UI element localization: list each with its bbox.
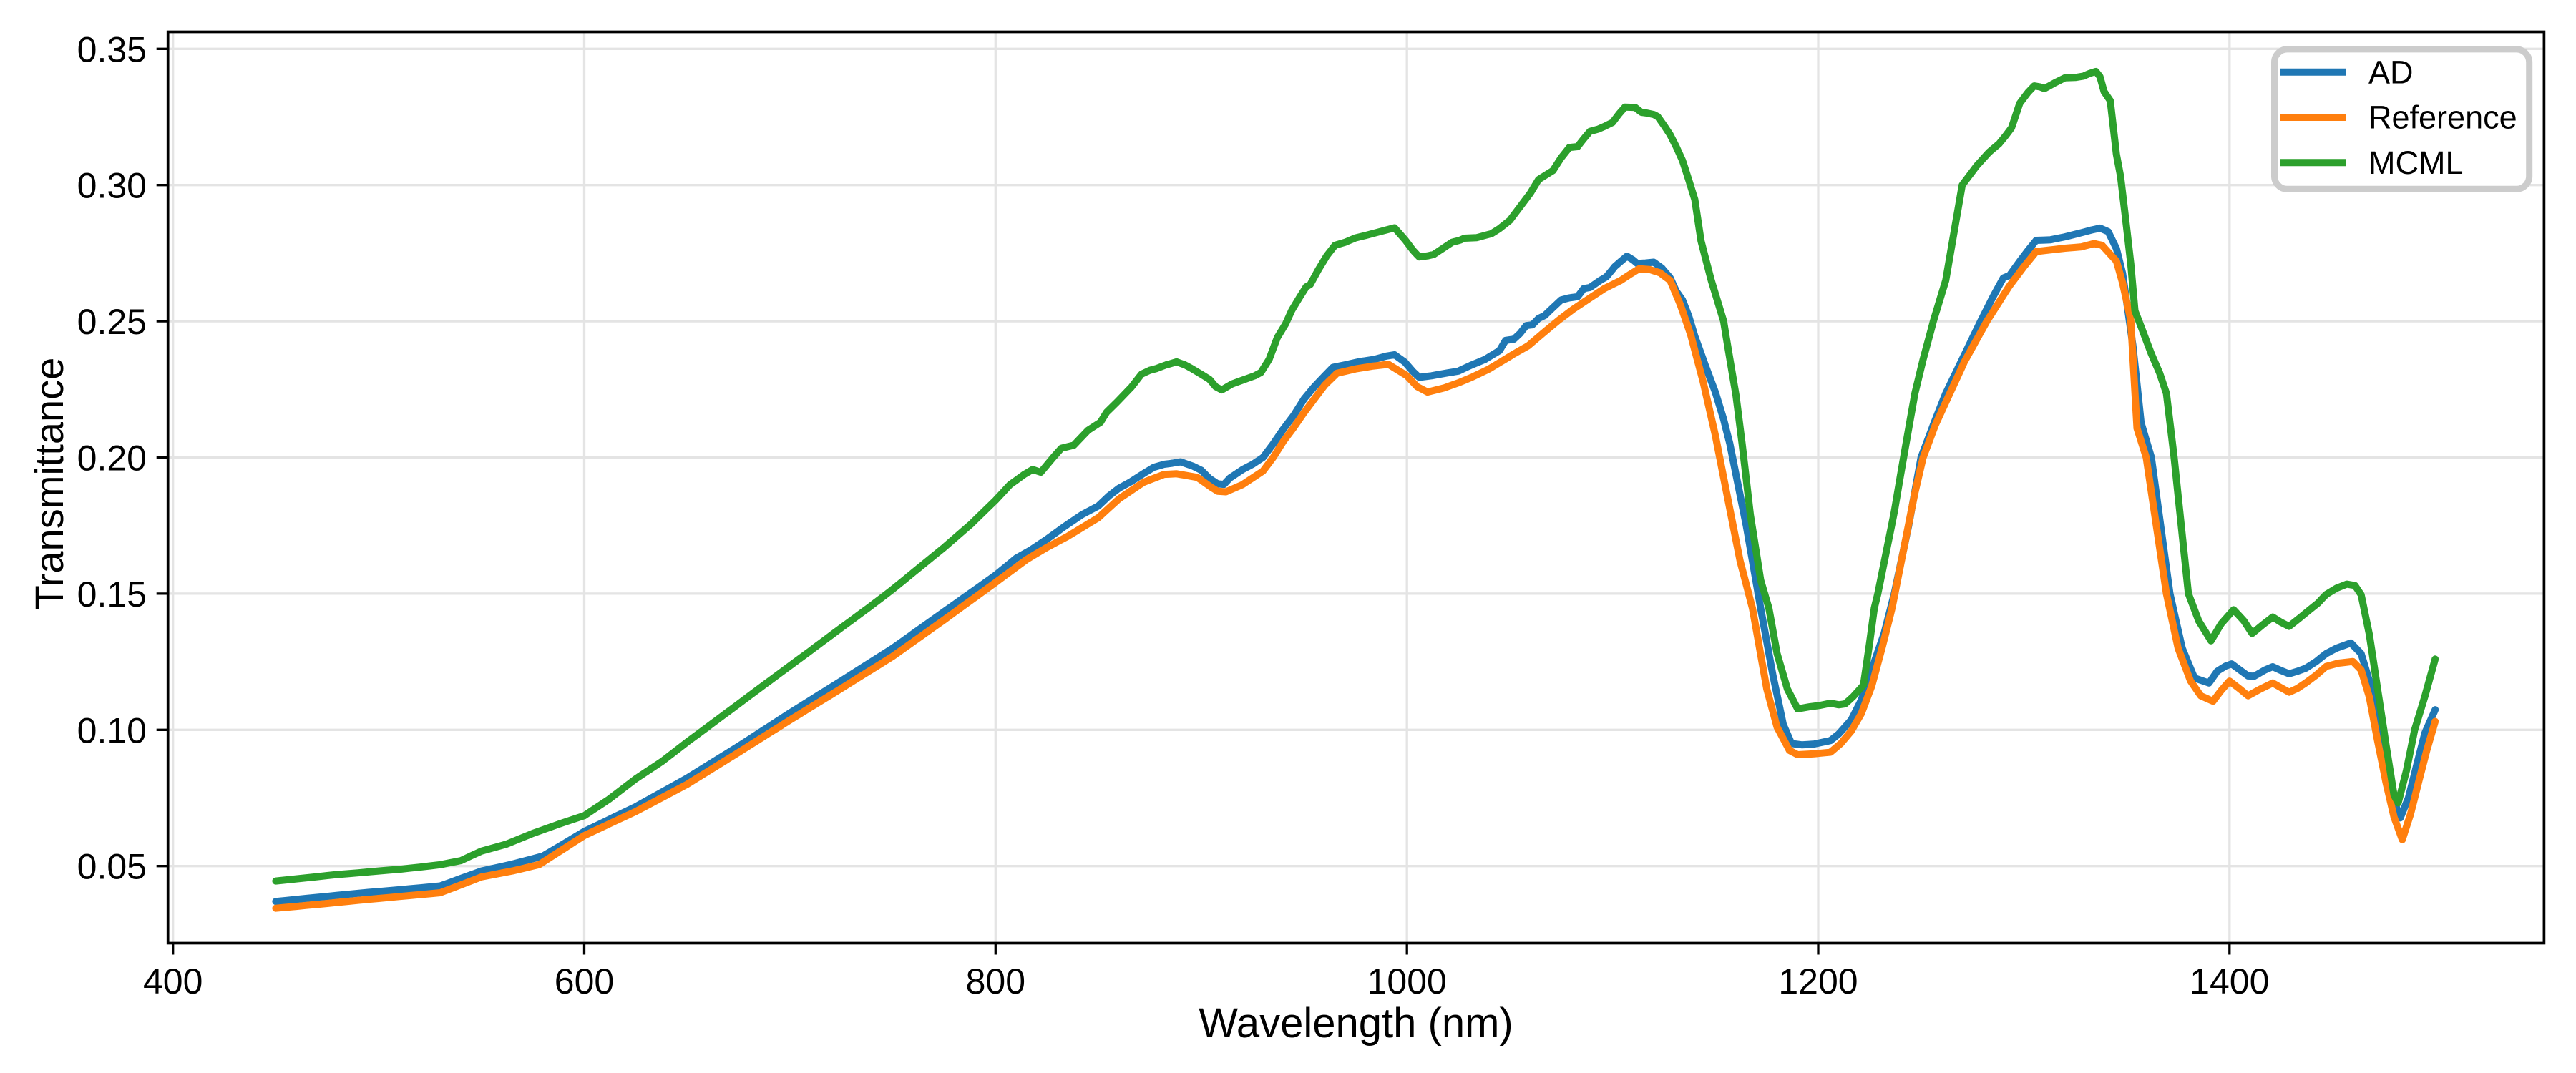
svg-text:400: 400 bbox=[143, 961, 203, 1001]
svg-text:1400: 1400 bbox=[2190, 961, 2269, 1001]
svg-text:Wavelength (nm): Wavelength (nm) bbox=[1199, 1000, 1513, 1047]
svg-text:0.30: 0.30 bbox=[77, 166, 147, 206]
svg-text:Transmittance: Transmittance bbox=[26, 358, 72, 610]
svg-text:1000: 1000 bbox=[1367, 961, 1447, 1001]
svg-text:0.15: 0.15 bbox=[77, 574, 147, 614]
svg-text:0.10: 0.10 bbox=[77, 710, 147, 750]
svg-text:1200: 1200 bbox=[1778, 961, 1858, 1001]
svg-text:800: 800 bbox=[966, 961, 1025, 1001]
svg-text:MCML: MCML bbox=[2368, 144, 2464, 181]
svg-text:Reference: Reference bbox=[2368, 99, 2517, 136]
svg-text:0.25: 0.25 bbox=[77, 302, 147, 342]
svg-text:600: 600 bbox=[555, 961, 614, 1001]
svg-text:AD: AD bbox=[2368, 54, 2414, 90]
svg-text:0.05: 0.05 bbox=[77, 847, 147, 887]
svg-text:0.35: 0.35 bbox=[77, 29, 147, 69]
svg-text:0.20: 0.20 bbox=[77, 438, 147, 479]
